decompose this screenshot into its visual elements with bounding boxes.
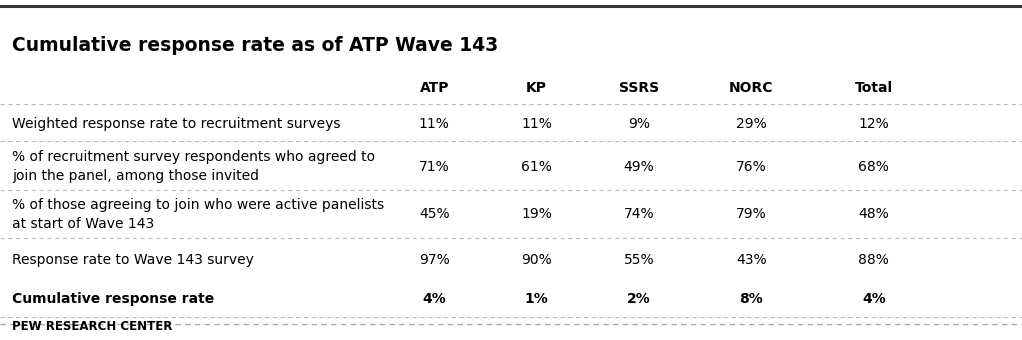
Text: 4%: 4% (862, 292, 886, 306)
Text: NORC: NORC (729, 81, 774, 96)
Text: 68%: 68% (858, 159, 889, 174)
Text: 12%: 12% (858, 117, 889, 131)
Text: KP: KP (526, 81, 547, 96)
Text: % of recruitment survey respondents who agreed to
join the panel, among those in: % of recruitment survey respondents who … (12, 150, 375, 183)
Text: 71%: 71% (419, 159, 450, 174)
Text: Cumulative response rate as of ATP Wave 143: Cumulative response rate as of ATP Wave … (12, 36, 499, 55)
Text: 49%: 49% (623, 159, 654, 174)
Text: Response rate to Wave 143 survey: Response rate to Wave 143 survey (12, 253, 254, 267)
Text: 11%: 11% (521, 117, 552, 131)
Text: 43%: 43% (736, 253, 766, 267)
Text: 76%: 76% (736, 159, 766, 174)
Text: Cumulative response rate: Cumulative response rate (12, 292, 215, 306)
Text: 45%: 45% (419, 207, 450, 221)
Text: 9%: 9% (628, 117, 650, 131)
Text: 2%: 2% (626, 292, 651, 306)
Text: 19%: 19% (521, 207, 552, 221)
Text: 90%: 90% (521, 253, 552, 267)
Text: 97%: 97% (419, 253, 450, 267)
Text: 48%: 48% (858, 207, 889, 221)
Text: % of those agreeing to join who were active panelists
at start of Wave 143: % of those agreeing to join who were act… (12, 198, 384, 231)
Text: 11%: 11% (419, 117, 450, 131)
Text: Total: Total (854, 81, 893, 96)
Text: 29%: 29% (736, 117, 766, 131)
Text: 1%: 1% (524, 292, 549, 306)
Text: Weighted response rate to recruitment surveys: Weighted response rate to recruitment su… (12, 117, 340, 131)
Text: 88%: 88% (858, 253, 889, 267)
Text: 61%: 61% (521, 159, 552, 174)
Text: 8%: 8% (739, 292, 763, 306)
Text: 55%: 55% (623, 253, 654, 267)
Text: 74%: 74% (623, 207, 654, 221)
Text: 4%: 4% (422, 292, 447, 306)
Text: PEW RESEARCH CENTER: PEW RESEARCH CENTER (12, 320, 173, 333)
Text: ATP: ATP (420, 81, 449, 96)
Text: 79%: 79% (736, 207, 766, 221)
Text: SSRS: SSRS (618, 81, 659, 96)
